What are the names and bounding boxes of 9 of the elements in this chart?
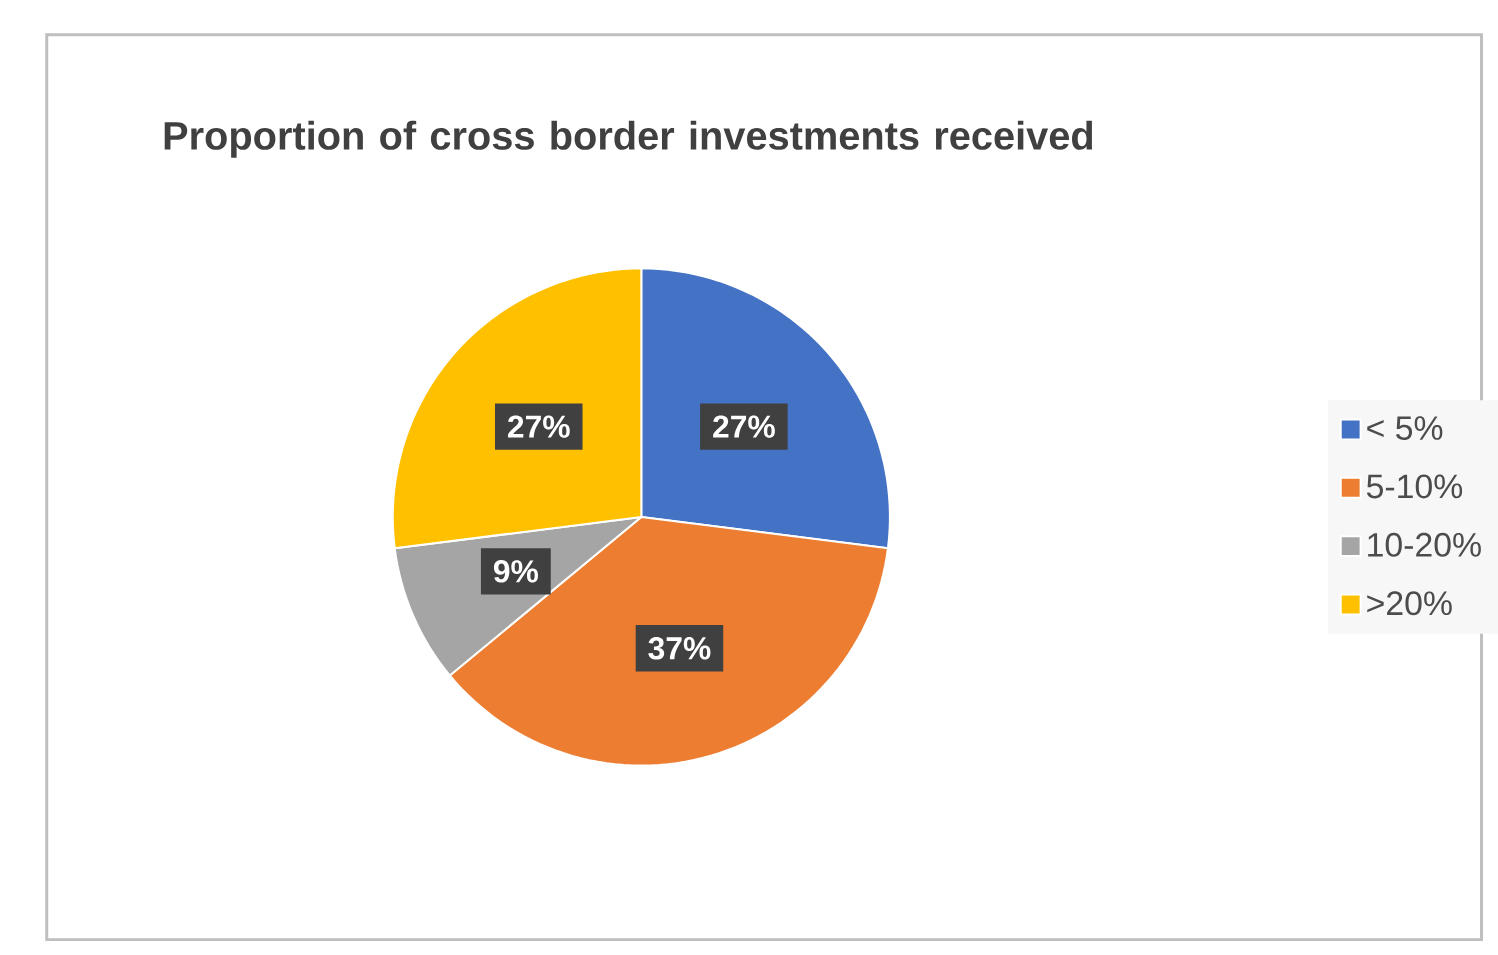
data-label: 9%: [493, 560, 538, 583]
data-label: 27%: [713, 415, 775, 439]
legend-label: >20%: [1367, 591, 1452, 616]
legend-label: 5-10%: [1366, 474, 1463, 499]
data-label: 27%: [508, 415, 570, 439]
chart-title: Proportion of cross border investments received: [164, 120, 1093, 158]
data-label: 37%: [648, 637, 711, 660]
legend-label: 10-20%: [1368, 533, 1481, 558]
legend-label: < 5%: [1367, 416, 1443, 441]
